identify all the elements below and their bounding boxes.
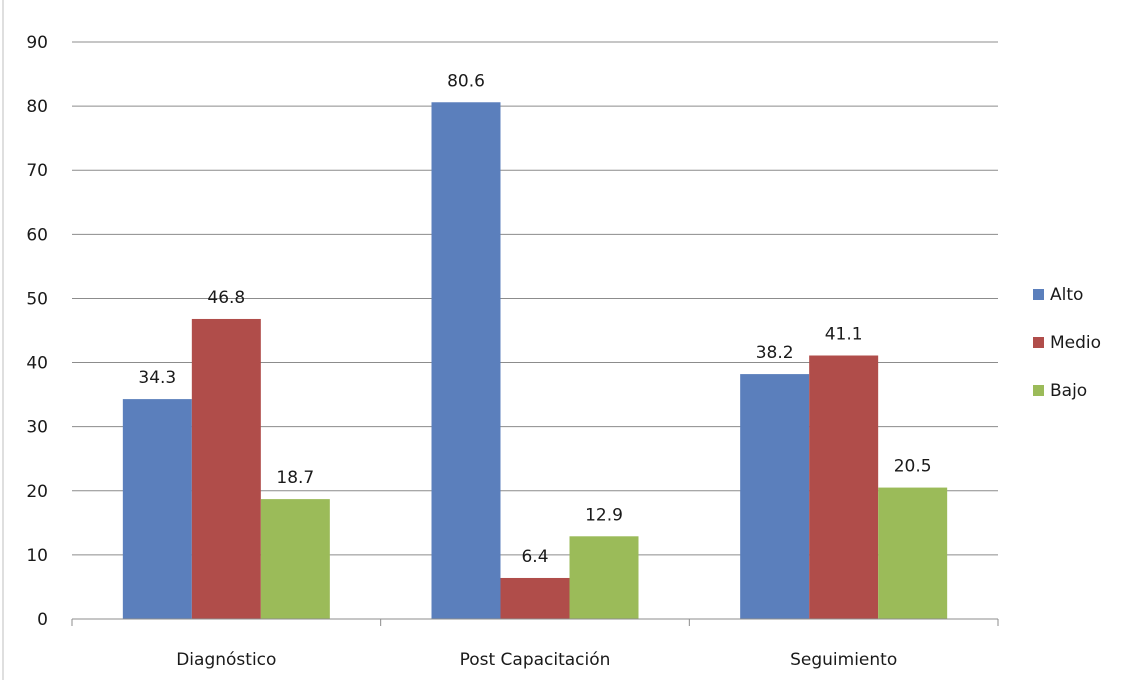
- data-label: 20.5: [894, 457, 932, 477]
- bar-medio-1: [191, 318, 261, 619]
- x-axis-category-labels: Diagnóstico Post Capacitación Seguimiento: [176, 650, 897, 670]
- bar-bajo-2: [569, 536, 639, 619]
- y-tick-label: 20: [26, 482, 48, 502]
- bars: [122, 102, 948, 619]
- data-label: 38.2: [756, 343, 794, 363]
- legend-label-alto: Alto: [1050, 285, 1083, 305]
- x-category-label: Seguimiento: [790, 650, 897, 670]
- data-label: 34.3: [138, 368, 176, 388]
- data-label: 80.6: [447, 71, 485, 91]
- bar-alto-2: [431, 102, 501, 619]
- bar-alto-3: [740, 374, 810, 619]
- legend-swatch-alto: [1033, 289, 1044, 300]
- bar-bajo-1: [260, 499, 330, 619]
- legend: Alto Medio Bajo: [1033, 285, 1101, 401]
- bar-medio-2: [500, 577, 570, 619]
- legend-label-bajo: Bajo: [1050, 381, 1087, 401]
- y-tick-label: 30: [26, 418, 48, 438]
- y-tick-label: 0: [37, 610, 48, 630]
- y-tick-label: 90: [26, 33, 48, 53]
- y-tick-label: 60: [26, 225, 48, 245]
- legend-label-medio: Medio: [1050, 333, 1101, 353]
- data-label: 12.9: [585, 505, 623, 525]
- y-tick-label: 10: [26, 546, 48, 566]
- y-tick-label: 70: [26, 161, 48, 181]
- y-axis-tick-labels: 0 10 20 30 40 50 60 70 80 90: [26, 33, 48, 630]
- y-tick-label: 50: [26, 289, 48, 309]
- bar-medio-3: [809, 355, 879, 619]
- x-category-label: Diagnóstico: [176, 650, 276, 670]
- bar-bajo-3: [878, 487, 948, 619]
- data-labels: 34.3 46.8 18.7 80.6 6.4 12.9 38.2 41.1 20.5: [138, 71, 931, 567]
- bar-alto-1: [122, 399, 192, 619]
- x-axis: [71, 618, 999, 626]
- data-label: 6.4: [521, 547, 548, 567]
- legend-swatch-bajo: [1033, 385, 1044, 396]
- y-tick-label: 80: [26, 97, 48, 117]
- data-label: 18.7: [276, 468, 314, 488]
- data-label: 46.8: [207, 288, 245, 308]
- y-tick-label: 40: [26, 354, 48, 374]
- legend-swatch-medio: [1033, 337, 1044, 348]
- data-label: 41.1: [825, 325, 863, 345]
- x-category-label: Post Capacitación: [460, 650, 611, 670]
